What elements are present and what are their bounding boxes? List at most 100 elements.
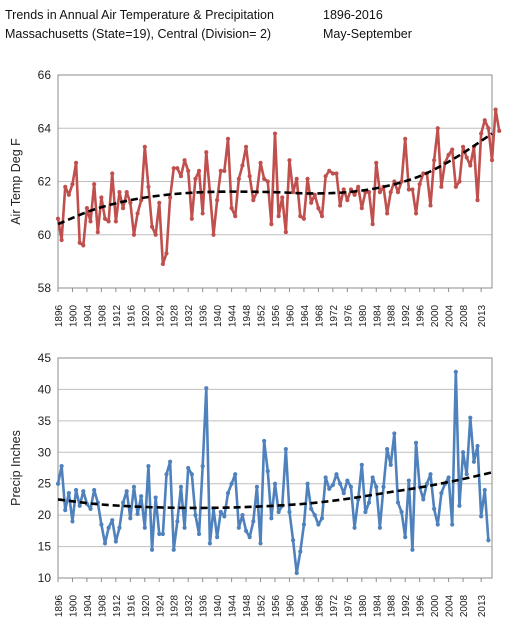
data-point [352,525,357,530]
data-point [200,211,205,216]
y-tick-label: 10 [38,571,52,585]
data-point [254,484,260,489]
data-point [464,155,469,160]
data-point [63,508,68,513]
data-point [489,158,495,163]
data-point [243,144,249,149]
plot-area [57,357,493,579]
data-point [164,472,169,477]
data-point [319,214,325,219]
y-tick-label: 62 [38,175,52,189]
y-tick-label: 30 [38,445,52,459]
data-point [124,190,129,195]
season-label: May-September [323,27,412,41]
x-tick-label: 1968 [314,594,325,617]
data-point [403,535,408,540]
x-tick-label: 2008 [459,594,470,617]
x-tick-label: 1964 [300,594,311,617]
data-point [413,440,419,445]
y-tick-label: 35 [38,414,52,428]
location-label: Massachusetts (State=19), Central (Divis… [5,27,272,41]
x-tick-label: 1904 [83,304,94,327]
data-point [59,237,64,243]
data-series-line [56,370,490,575]
data-point [189,216,194,221]
data-point [236,525,241,530]
data-point [265,469,270,474]
x-tick-label: 1928 [170,594,181,617]
data-point [287,158,292,163]
data-point [370,222,375,227]
data-point [421,171,426,176]
data-point [399,509,404,515]
trend-line [57,471,493,510]
data-point [316,206,321,211]
data-point [294,570,299,576]
data-point [63,184,68,189]
data-point [319,516,325,521]
data-point [92,487,97,493]
x-tick-label: 1900 [68,304,79,327]
x-tick-label: 1908 [97,594,108,617]
x-tick-label: 1992 [401,304,412,327]
x-tick-label: 1944 [228,304,239,327]
data-point [121,206,126,211]
data-point [392,431,397,436]
data-point [139,494,144,499]
y-tick-label: 60 [38,228,52,242]
precipitation-chart: 10 15 20 25 30 35 40 45 Precip Inches 1896 1900 190… [9,351,493,617]
x-tick-label: 2008 [459,304,470,327]
data-point [99,195,104,200]
x-tick-label: 1944 [228,594,239,617]
y-tick-label: 58 [38,281,52,295]
data-point [276,214,281,219]
y-tick-label: 45 [38,351,52,365]
data-point [359,206,364,211]
x-tick-label: 1920 [141,304,152,327]
data-point [301,522,307,527]
data-point [157,531,162,537]
data-point [117,525,122,530]
data-point [168,195,173,200]
data-point [128,516,133,521]
data-point [110,518,115,523]
data-point [175,519,180,524]
data-point [269,516,274,521]
data-point [121,500,126,505]
data-point [153,495,158,500]
data-point [247,535,252,540]
x-tick-label: 2000 [430,304,441,327]
x-tick-label: 1996 [416,304,427,327]
x-tick-label: 1984 [372,594,383,617]
data-point [160,261,165,267]
data-point [211,232,216,237]
data-point [406,478,411,483]
data-point [225,136,231,141]
data-point [475,443,480,449]
data-point [327,168,332,173]
data-point [135,211,140,216]
data-point [59,464,64,469]
data-point [265,179,270,184]
data-point [377,190,382,195]
data-point [460,144,466,149]
data-point [171,166,176,171]
data-point [131,484,137,489]
x-tick-label: 1936 [199,594,210,617]
data-point [113,219,118,224]
data-point [218,509,223,515]
data-point [189,472,194,477]
data-point [475,198,480,203]
data-point [453,184,458,189]
x-tick-label: 2013 [477,304,488,327]
data-point [164,251,169,256]
data-point [240,513,245,518]
data-point [236,176,241,181]
x-tick-label: 1952 [257,304,268,327]
data-point [171,547,176,552]
data-point [204,386,209,391]
data-point [92,182,97,187]
data-point [479,131,484,136]
x-tick-label: 1960 [285,594,296,617]
x-tick-label: 1940 [213,594,224,617]
